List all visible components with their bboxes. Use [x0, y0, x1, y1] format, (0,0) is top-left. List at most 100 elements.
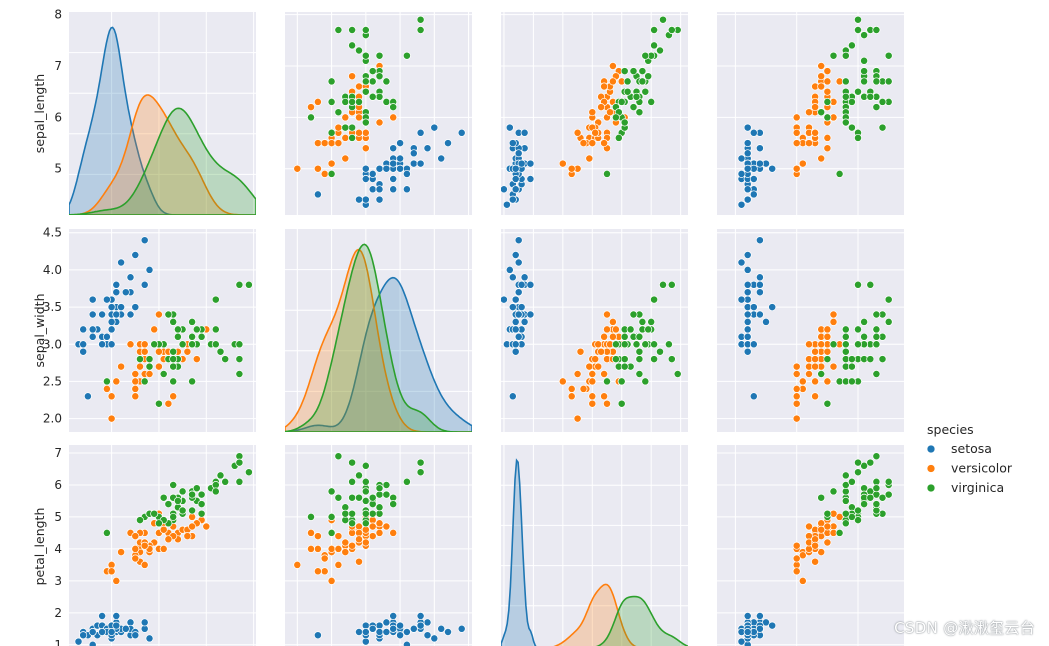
- point-versicolor: [585, 154, 594, 163]
- point-versicolor: [389, 113, 398, 122]
- point-virginica: [860, 56, 869, 65]
- point-virginica: [361, 519, 370, 528]
- point-setosa: [511, 295, 520, 304]
- point-virginica: [847, 377, 856, 386]
- point-virginica: [188, 490, 197, 499]
- ytick-label: 1: [54, 638, 62, 646]
- point-versicolor: [817, 525, 826, 534]
- point-virginica: [140, 377, 149, 386]
- point-versicolor: [192, 355, 201, 364]
- point-setosa: [430, 123, 439, 132]
- point-setosa: [88, 295, 97, 304]
- point-virginica: [872, 340, 881, 349]
- point-setosa: [102, 332, 111, 341]
- point-versicolor: [811, 377, 820, 386]
- point-setosa: [361, 175, 370, 183]
- point-setosa: [437, 154, 446, 163]
- point-setosa: [409, 159, 418, 168]
- point-virginica: [355, 493, 363, 502]
- point-setosa: [755, 273, 764, 282]
- point-virginica: [102, 528, 111, 537]
- point-virginica: [221, 355, 230, 364]
- point-virginica: [638, 67, 647, 76]
- point-versicolor: [823, 144, 832, 153]
- point-setosa: [743, 251, 752, 259]
- point-versicolor: [811, 128, 820, 137]
- point-setosa: [396, 164, 405, 173]
- point-virginica: [368, 92, 377, 101]
- point-versicolor: [567, 384, 576, 393]
- point-versicolor: [361, 128, 370, 137]
- point-virginica: [368, 67, 377, 76]
- point-virginica: [368, 493, 377, 502]
- point-versicolor: [313, 567, 322, 576]
- point-virginica: [841, 519, 850, 528]
- point-virginica: [629, 67, 638, 76]
- point-versicolor: [798, 377, 807, 386]
- point-virginica: [823, 399, 832, 408]
- point-virginica: [221, 477, 230, 486]
- point-versicolor: [558, 159, 567, 168]
- point-versicolor: [594, 340, 603, 349]
- point-virginica: [866, 493, 875, 502]
- point-setosa: [375, 185, 384, 194]
- point-virginica: [860, 461, 869, 470]
- point-versicolor: [334, 123, 343, 132]
- point-virginica: [361, 461, 370, 470]
- point-versicolor: [798, 159, 807, 168]
- point-setosa: [520, 128, 529, 137]
- point-setosa: [117, 258, 126, 267]
- point-virginica: [872, 103, 881, 112]
- point-versicolor: [811, 347, 820, 356]
- point-setosa: [511, 164, 520, 173]
- point-versicolor: [805, 139, 813, 148]
- point-virginica: [150, 340, 159, 349]
- ytick-label: 8: [54, 8, 62, 22]
- point-versicolor: [307, 103, 315, 112]
- point-setosa: [98, 310, 107, 319]
- point-versicolor: [823, 347, 832, 356]
- point-setosa: [517, 303, 526, 312]
- point-versicolor: [817, 72, 826, 81]
- kde-setosa: [69, 26, 256, 215]
- point-setosa: [126, 310, 135, 319]
- ytick-label: 7: [54, 59, 62, 73]
- point-versicolor: [375, 528, 384, 537]
- ytick-label: 6: [54, 110, 62, 124]
- point-versicolor: [823, 332, 832, 341]
- point-setosa: [755, 280, 764, 289]
- point-setosa: [131, 251, 140, 259]
- point-versicolor: [131, 384, 140, 393]
- point-setosa: [368, 169, 377, 178]
- point-virginica: [835, 169, 844, 178]
- point-setosa: [743, 332, 752, 341]
- ytick-label: 5: [54, 162, 62, 176]
- point-versicolor: [164, 535, 173, 544]
- point-setosa: [102, 295, 111, 304]
- point-versicolor: [140, 560, 149, 569]
- point-setosa: [112, 621, 121, 630]
- point-setosa: [382, 618, 391, 627]
- point-virginica: [854, 15, 862, 24]
- point-virginica: [235, 477, 244, 486]
- point-virginica: [617, 97, 626, 106]
- point-virginica: [159, 370, 168, 378]
- point-setosa: [107, 303, 116, 312]
- point-setosa: [375, 164, 384, 173]
- point-versicolor: [154, 362, 163, 371]
- point-setosa: [416, 159, 425, 168]
- point-virginica: [872, 310, 881, 319]
- point-virginica: [611, 113, 620, 122]
- point-virginica: [603, 169, 611, 178]
- point-virginica: [361, 118, 370, 127]
- point-virginica: [626, 325, 635, 334]
- point-setosa: [368, 185, 377, 194]
- point-virginica: [169, 317, 178, 326]
- point-versicolor: [126, 340, 135, 349]
- ylabel-sepal_length: sepal_length: [32, 74, 47, 153]
- legend-label-virginica: virginica: [951, 480, 1004, 495]
- point-versicolor: [140, 347, 149, 356]
- point-virginica: [860, 77, 869, 86]
- point-versicolor: [334, 532, 343, 541]
